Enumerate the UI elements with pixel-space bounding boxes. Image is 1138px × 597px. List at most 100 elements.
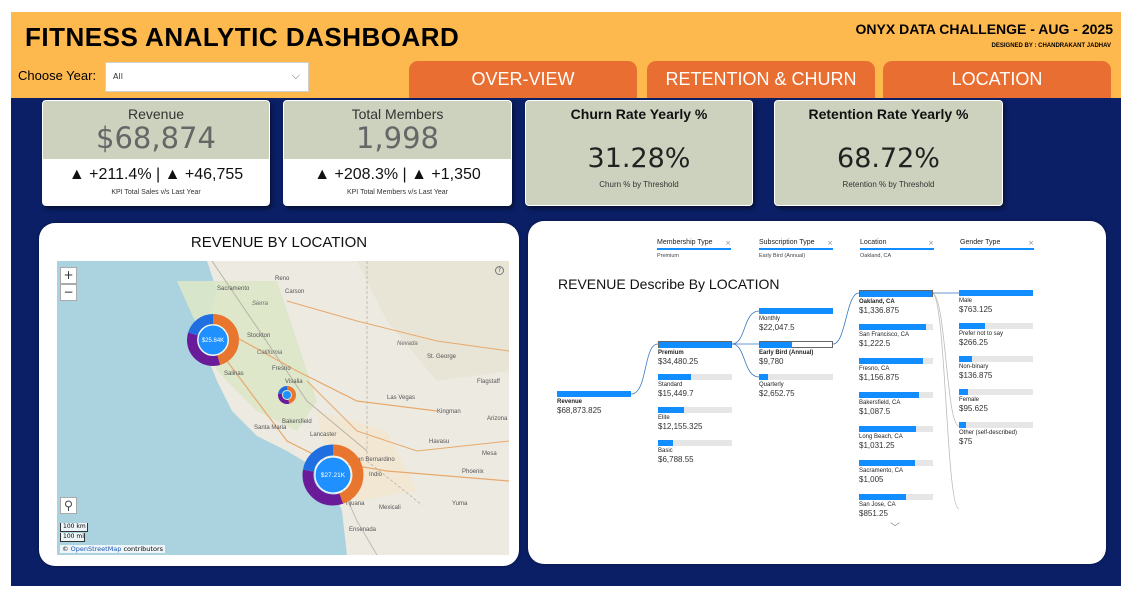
tree-node[interactable]: Long Beach, CA $1,031.25 xyxy=(859,426,933,450)
tree-node[interactable]: Other (self-described) $75 xyxy=(959,422,1033,446)
tree-node[interactable]: Premium $34,480.25 xyxy=(658,341,732,366)
node-value: $75 xyxy=(959,437,973,446)
node-value: $1,005 xyxy=(859,475,884,484)
node-value: $136.875 xyxy=(959,371,993,380)
revenue-bubble-south[interactable]: $27.21K xyxy=(301,443,365,507)
close-icon[interactable]: × xyxy=(1028,239,1034,247)
chevron-down-icon: ⌵ xyxy=(291,69,300,82)
level-value: Early Bird (Annual) xyxy=(759,253,806,259)
tree-node[interactable]: Male $763.125 xyxy=(959,290,1033,314)
node-bar xyxy=(859,358,923,364)
map-label: Sierra xyxy=(252,301,269,307)
node-bar-track xyxy=(859,358,933,364)
tree-node-root[interactable]: Revenue $68,873.825 xyxy=(557,391,631,415)
node-value: $1,156.875 xyxy=(859,373,900,382)
node-bar xyxy=(760,342,792,348)
node-label: Quarterly xyxy=(759,382,784,388)
map-label: San Bernardino xyxy=(353,457,395,463)
revenue-bubble-north[interactable]: $25.84K xyxy=(186,313,240,367)
zoom-out-button[interactable]: − xyxy=(60,284,77,301)
tree-node[interactable]: Fresno, CA $1,156.875 xyxy=(859,358,933,382)
node-label: Other (self-described) xyxy=(959,430,1018,436)
tree-node[interactable]: Bakersfield, CA $1,087.5 xyxy=(859,392,933,416)
year-dropdown[interactable]: All ⌵ xyxy=(105,62,309,92)
tab-overview[interactable]: OVER-VIEW xyxy=(409,61,637,98)
tree-node[interactable]: Sacramento, CA $1,005 xyxy=(859,460,933,484)
kpi-note: KPI Total Sales v/s Last Year xyxy=(111,189,201,196)
scale-km: 100 km xyxy=(60,523,88,532)
help-icon[interactable]: ? xyxy=(495,266,504,275)
map-label: Carson xyxy=(285,289,305,295)
header-bar: FITNESS ANALYTIC DASHBOARD ONYX DATA CHA… xyxy=(11,12,1121,98)
kpi-value: 31.28% xyxy=(587,143,691,174)
node-bar xyxy=(959,290,1033,296)
tree-node[interactable]: Oakland, CA $1,336.875 xyxy=(859,290,933,315)
attribution-link[interactable]: OpenStreetMap xyxy=(70,545,122,553)
tree-node[interactable]: Monthly $22,047.5 xyxy=(759,308,833,332)
year-dropdown-value: All xyxy=(113,72,123,81)
node-bar-track xyxy=(658,440,732,446)
tree-node[interactable]: San Jose, CA $851.25 xyxy=(859,494,933,518)
close-icon[interactable]: × xyxy=(827,239,833,247)
node-value: $1,087.5 xyxy=(859,407,891,416)
node-bar-track xyxy=(658,407,732,413)
tree-node[interactable]: Standard $15,449.7 xyxy=(658,374,732,398)
tree-node[interactable]: Early Bird (Annual) $9,780 xyxy=(759,341,833,366)
node-value: $95.625 xyxy=(959,404,988,413)
scroll-more-icon[interactable]: ﹀ xyxy=(890,523,900,534)
level-header-location: Location × Oakland, CA xyxy=(860,239,934,259)
map-label: Reno xyxy=(275,276,290,282)
close-icon[interactable]: × xyxy=(725,239,731,247)
map-label: Indio xyxy=(369,472,383,478)
node-label: Sacramento, CA xyxy=(859,468,904,474)
tree-node[interactable]: Non-binary $136.875 xyxy=(959,356,1033,380)
map-pin-button[interactable] xyxy=(60,497,77,514)
node-label: Premium xyxy=(658,350,684,356)
node-value: $2,652.75 xyxy=(759,389,795,398)
tab-location[interactable]: LOCATION xyxy=(883,61,1111,98)
tree-node[interactable]: Basic $6,788.55 xyxy=(658,440,732,464)
kpi-card-revenue: Revenue $68,874 ▲ +211.4% | ▲ +46,755 KP… xyxy=(42,100,270,206)
node-bar-track xyxy=(859,460,933,466)
node-value: $851.25 xyxy=(859,509,888,518)
map-label: Lancaster xyxy=(310,432,337,438)
map-label: Ensenada xyxy=(349,527,377,533)
node-bar xyxy=(557,391,631,397)
map-label: Tijuana xyxy=(345,501,365,507)
node-value: $22,047.5 xyxy=(759,323,795,332)
dashboard-title: FITNESS ANALYTIC DASHBOARD xyxy=(25,22,460,52)
pin-icon xyxy=(65,500,72,511)
main-area: Revenue $68,874 ▲ +211.4% | ▲ +46,755 KP… xyxy=(11,98,1121,586)
node-bar xyxy=(859,426,916,432)
kpi-footer: ▲ +211.4% | ▲ +46,755 KPI Total Sales v/… xyxy=(43,159,269,205)
tree-node[interactable]: San Francisco, CA $1,222.5 xyxy=(859,324,933,348)
node-bar-track xyxy=(859,426,933,432)
node-label: Long Beach, CA xyxy=(859,434,903,440)
node-value: $15,449.7 xyxy=(658,389,694,398)
bubble-south-label: $27.21K xyxy=(321,472,346,479)
tab-retention-churn[interactable]: RETENTION & CHURN xyxy=(647,61,875,98)
level-name: Gender Type xyxy=(960,239,1034,250)
zoom-in-button[interactable]: + xyxy=(60,267,77,284)
node-label: Early Bird (Annual) xyxy=(759,350,814,356)
revenue-bubble-fresno[interactable] xyxy=(278,386,296,404)
kpi-title: Total Members xyxy=(351,106,444,122)
node-bar xyxy=(959,422,967,428)
node-bar xyxy=(859,324,927,330)
tree-node[interactable]: Elite $12,155.325 xyxy=(658,407,732,431)
node-label: Elite xyxy=(658,415,670,421)
tree-node[interactable]: Prefer not to say $266.25 xyxy=(959,323,1033,347)
node-value: $34,480.25 xyxy=(658,357,699,366)
node-bar-track xyxy=(859,392,933,398)
kpi-delta: ▲ +211.4% | ▲ +46,755 xyxy=(68,166,244,183)
tree-node[interactable]: Female $95.625 xyxy=(959,389,1033,413)
close-icon[interactable]: × xyxy=(928,239,934,247)
revenue-map[interactable]: Sacramento Reno Carson Stockton Californ… xyxy=(57,261,509,555)
node-bar-track xyxy=(759,341,833,348)
map-label: St. George xyxy=(427,354,457,360)
node-value: $1,031.25 xyxy=(859,441,895,450)
node-value: $763.125 xyxy=(959,305,993,314)
node-label: Bakersfield, CA xyxy=(859,400,901,406)
tree-node[interactable]: Quarterly $2,652.75 xyxy=(759,374,833,398)
